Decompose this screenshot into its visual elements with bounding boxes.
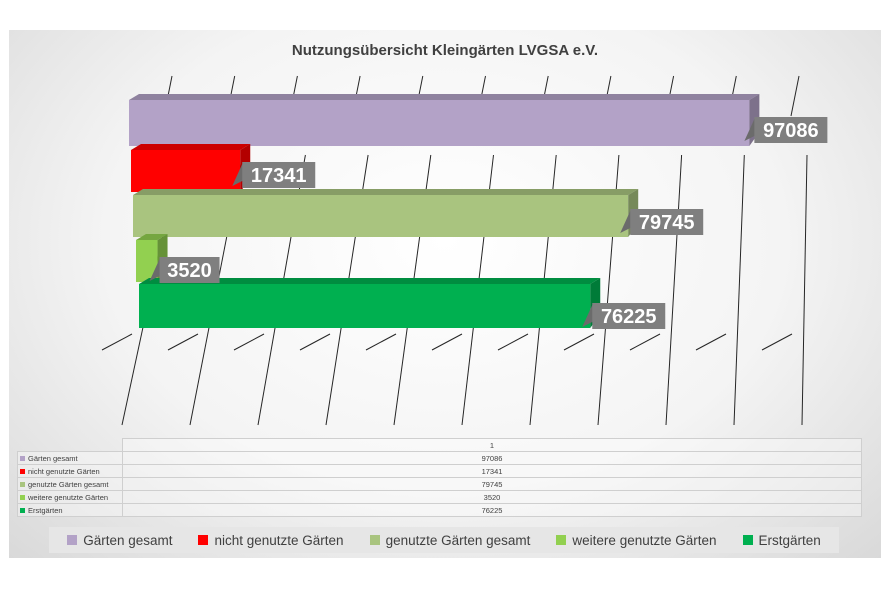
legend: Gärten gesamt nicht genutzte Gärten genutz… <box>49 527 839 553</box>
gridline-floor <box>761 333 793 351</box>
data-label: 97086 <box>763 120 819 142</box>
series-swatch <box>20 456 25 462</box>
gridline-floor <box>299 333 331 351</box>
series-swatch <box>20 469 25 475</box>
gridline-floor <box>695 333 727 351</box>
data-table-row: genutzte Gärten gesamt 79745 <box>17 477 862 491</box>
legend-item: genutzte Gärten gesamt <box>369 532 531 548</box>
data-label: 79745 <box>639 212 695 234</box>
gridline-top <box>790 75 800 117</box>
data-table: 1 Gärten gesamt 97086 nicht genutzte Gärte… <box>17 438 862 517</box>
data-label-box <box>242 162 316 188</box>
data-table-value: 79745 <box>122 477 862 491</box>
data-label-box <box>159 257 220 283</box>
data-table-row: nicht genutzte Gärten 17341 <box>17 464 862 478</box>
legend-swatch <box>556 535 567 545</box>
data-table-series-label: Gärten gesamt <box>28 453 78 463</box>
data-table-series-name: Erstgärten <box>17 503 123 517</box>
series-swatch <box>20 508 25 514</box>
gridline-floor <box>167 333 199 351</box>
gridline-floor <box>431 333 463 351</box>
chart-title: Nutzungsübersicht Kleingärten LVGSA e.V. <box>291 42 599 59</box>
data-table-header: 1 <box>18 438 862 452</box>
legend-item: nicht genutzte Gärten <box>198 532 344 548</box>
bar-top-face <box>139 278 601 284</box>
legend-swatch <box>67 535 78 545</box>
legend-label: nicht genutzte Gärten <box>214 532 344 548</box>
data-table-value: 3520 <box>122 490 862 504</box>
legend-item: Gärten gesamt <box>67 533 172 548</box>
data-label-box <box>592 303 666 329</box>
data-table-series-name: genutzte Gärten gesamt <box>17 477 123 491</box>
bar-3 <box>133 195 629 237</box>
gridline-floor <box>233 333 265 351</box>
data-label: 17341 <box>251 165 307 187</box>
data-table-series-label: Erstgärten <box>28 505 63 515</box>
data-table-value: 97086 <box>122 451 862 465</box>
bar-top-face <box>133 189 639 195</box>
bar-top-face <box>131 144 251 150</box>
data-table-series-name: Gärten gesamt <box>17 451 123 465</box>
gridline-back <box>665 154 683 426</box>
data-table-row: Gärten gesamt 97086 <box>17 451 862 465</box>
gridline-back <box>733 154 745 426</box>
data-label: 3520 <box>167 260 212 282</box>
bar-1 <box>129 100 750 146</box>
data-label: 76225 <box>601 306 657 328</box>
legend-label: Erstgärten <box>758 532 821 548</box>
data-table-series-label: genutzte Gärten gesamt <box>28 479 109 489</box>
legend-swatch <box>742 535 753 545</box>
data-table-category: 1 <box>122 438 862 452</box>
chart-area: Nutzungsübersicht Kleingärten LVGSA e.V.… <box>9 30 881 558</box>
data-table-row: weitere genutzte Gärten 3520 <box>17 490 862 504</box>
gridline-floor <box>497 333 529 351</box>
data-table-value: 76225 <box>122 503 862 517</box>
legend-swatch <box>369 535 380 545</box>
legend-item: Erstgärten <box>742 532 821 548</box>
bar-top-face <box>129 94 760 100</box>
bar-4 <box>136 240 158 282</box>
bar-top-face <box>136 234 168 240</box>
legend-item: weitere genutzte Gärten <box>556 532 717 548</box>
data-table-row: Erstgärten 76225 <box>17 503 862 517</box>
data-label-box <box>630 209 704 235</box>
gridline-floor <box>101 333 133 351</box>
gridline-floor <box>365 333 397 351</box>
legend-label: weitere genutzte Gärten <box>572 532 717 548</box>
data-table-series-label: weitere genutzte Gärten <box>28 492 109 502</box>
bar-2 <box>131 150 241 192</box>
gridline-floor <box>629 333 661 351</box>
data-table-series-name: weitere genutzte Gärten <box>17 490 123 504</box>
data-label-box <box>754 117 828 143</box>
data-table-value: 17341 <box>122 464 862 478</box>
bar-5 <box>139 284 591 328</box>
data-table-series-name: nicht genutzte Gärten <box>17 464 123 478</box>
legend-label: genutzte Gärten gesamt <box>385 532 531 548</box>
series-swatch <box>20 482 25 488</box>
gridline-back <box>801 154 808 426</box>
plot-area: 97086 17341 79745 3520 76225 <box>101 75 828 426</box>
legend-label: Gärten gesamt <box>83 532 173 548</box>
data-table-series-label: nicht genutzte Gärten <box>28 466 100 476</box>
legend-swatch <box>198 535 209 545</box>
series-swatch <box>20 495 25 501</box>
gridline-floor <box>563 333 595 351</box>
